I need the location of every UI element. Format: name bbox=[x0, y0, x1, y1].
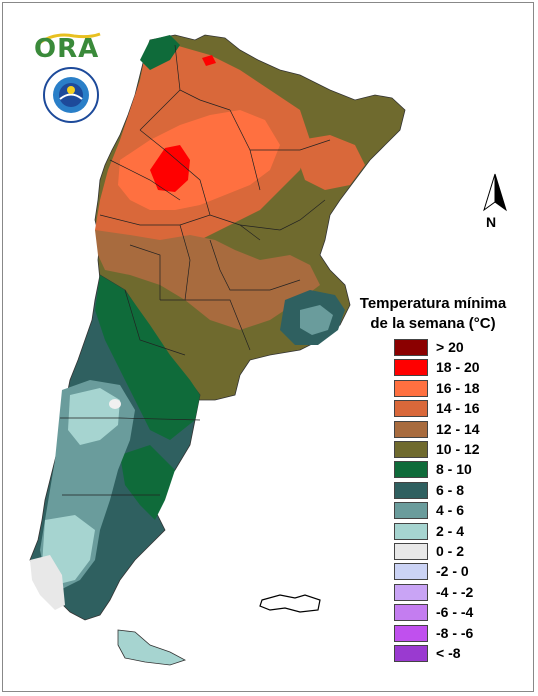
map-zone-buenos-aires-coast-inner bbox=[300, 305, 333, 335]
legend-title-line1: Temperatura mínima bbox=[359, 295, 507, 312]
legend-swatch bbox=[394, 522, 428, 540]
map-zone-18-20-b bbox=[202, 55, 216, 66]
north-arrow bbox=[478, 172, 512, 232]
map-zone-12-14 bbox=[95, 230, 320, 330]
legend-label: 2 - 4 bbox=[436, 522, 465, 539]
map-region-tierra-del-fuego bbox=[117, 629, 187, 666]
legend-swatch bbox=[394, 604, 428, 622]
legend-label: -2 - 0 bbox=[436, 563, 469, 580]
legend-swatch bbox=[394, 379, 428, 397]
legend-label: 6 - 8 bbox=[436, 481, 465, 498]
legend-item: 2 - 4 bbox=[394, 522, 524, 540]
north-arrow-label: N bbox=[486, 214, 497, 230]
map-zone-patagonia-0-2 bbox=[30, 555, 65, 610]
map-region-malvinas bbox=[259, 594, 321, 613]
legend-swatch bbox=[394, 481, 428, 499]
legend-item: 8 - 10 bbox=[394, 460, 524, 479]
ora-logo: ORA bbox=[34, 28, 104, 64]
legend-label: 4 - 6 bbox=[436, 502, 465, 519]
legend-item: < -8 bbox=[394, 644, 524, 662]
legend-swatch bbox=[394, 624, 428, 642]
legend-label: 0 - 2 bbox=[436, 543, 465, 559]
legend-item: 6 - 8 bbox=[394, 481, 524, 499]
legend-item: > 20 bbox=[394, 338, 524, 356]
north-arrow-icon bbox=[483, 173, 507, 212]
legend-item: 14 - 16 bbox=[394, 399, 524, 418]
smn-seal-icon bbox=[43, 67, 99, 123]
legend-swatch bbox=[394, 339, 428, 356]
legend-label: 12 - 14 bbox=[436, 420, 480, 437]
legend-title-line2: de la semana (°C) bbox=[370, 315, 496, 332]
map-zone-patagonia-green-south bbox=[120, 445, 175, 520]
map-zone-patagonia-2-4 bbox=[68, 388, 120, 445]
legend-item: 4 - 6 bbox=[394, 501, 524, 520]
legend-label: < -8 bbox=[436, 645, 461, 661]
ora-logo-text: ORA bbox=[34, 34, 100, 64]
legend-label: > 20 bbox=[436, 339, 464, 355]
map-zone-patagonia-white-spot bbox=[109, 399, 121, 409]
legend-swatch bbox=[394, 583, 428, 601]
legend-item: 12 - 14 bbox=[394, 420, 524, 438]
legend-swatch bbox=[394, 441, 428, 458]
legend-swatch bbox=[394, 359, 428, 377]
smn-seal-logo bbox=[42, 66, 100, 124]
legend-label: -8 - -6 bbox=[436, 624, 474, 641]
legend-label: 18 - 20 bbox=[436, 359, 480, 376]
legend-swatch bbox=[394, 420, 428, 438]
legend-item: 0 - 2 bbox=[394, 542, 524, 560]
legend-swatch bbox=[394, 543, 428, 560]
legend-item: -4 - -2 bbox=[394, 583, 524, 601]
legend-label: -6 - -4 bbox=[436, 604, 474, 621]
legend-label: -4 - -2 bbox=[436, 583, 474, 600]
map-zone-patagonia-green bbox=[95, 275, 200, 440]
map-zone-north-green bbox=[140, 35, 180, 70]
legend-title: Temperatura mínima de la semana (°C) bbox=[338, 294, 528, 334]
legend-swatch bbox=[394, 400, 428, 418]
legend-item: -2 - 0 bbox=[394, 562, 524, 581]
legend-label: 8 - 10 bbox=[436, 461, 472, 478]
legend-swatch bbox=[394, 461, 428, 479]
legend-label: 16 - 18 bbox=[436, 379, 480, 396]
legend-item: 10 - 12 bbox=[394, 440, 524, 458]
legend-item: 18 - 20 bbox=[394, 358, 524, 377]
legend-swatch bbox=[394, 563, 428, 581]
map-zone-northeast bbox=[298, 135, 365, 190]
map-zone-18-20-a bbox=[150, 145, 190, 192]
legend-swatch bbox=[394, 502, 428, 520]
legend-item: -6 - -4 bbox=[394, 603, 524, 622]
ora-logo-swoosh-icon bbox=[37, 32, 101, 46]
legend-label: 10 - 12 bbox=[436, 441, 480, 457]
legend-item: 16 - 18 bbox=[394, 379, 524, 397]
legend-item: -8 - -6 bbox=[394, 624, 524, 642]
province-borders bbox=[60, 44, 331, 496]
legend-label: 14 - 16 bbox=[436, 400, 480, 417]
legend-swatch bbox=[394, 645, 428, 662]
